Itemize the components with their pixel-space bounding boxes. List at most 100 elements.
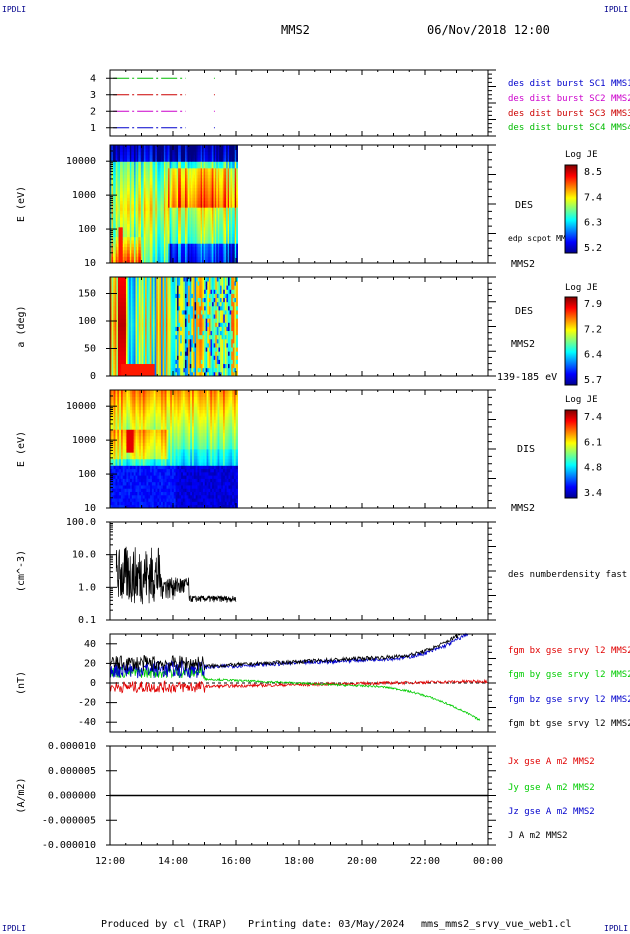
spectrogram-cell <box>162 256 165 261</box>
spectrogram-cell <box>137 314 140 319</box>
spectrogram-cell <box>154 293 157 299</box>
spectrogram-cell <box>144 240 146 244</box>
spectrogram-cell <box>112 246 115 251</box>
spectrogram-cell <box>194 330 197 336</box>
spectrogram-cell <box>111 194 114 198</box>
spectrogram-cell <box>110 174 112 179</box>
spectrogram-cell <box>178 223 180 228</box>
spectrogram-cell <box>173 301 176 307</box>
spectrogram-cell <box>117 256 119 261</box>
spectrogram-cell <box>129 246 132 251</box>
spectrogram-cell <box>145 246 148 251</box>
spectrogram-cell <box>167 297 170 303</box>
spectrogram-cell <box>181 318 184 323</box>
spectrogram-cell <box>162 210 165 215</box>
spectrogram-cell <box>127 207 129 211</box>
spectrogram-cell <box>125 326 128 332</box>
spectrogram-cell <box>223 200 226 205</box>
spectrogram-cell <box>145 330 148 336</box>
spectrogram-cell <box>199 314 202 319</box>
spectrogram-cell <box>181 301 184 307</box>
spectrogram-cell <box>144 246 146 251</box>
spectrogram-cell <box>183 334 186 340</box>
spectrogram-cell <box>119 314 122 319</box>
spectrogram-cell <box>220 343 223 348</box>
spectrogram-cell <box>166 220 169 225</box>
spectrogram-cell <box>113 334 116 340</box>
spectrogram-cell <box>182 253 185 257</box>
spectrogram-cell <box>164 351 167 356</box>
spectrogram-cell <box>138 223 141 228</box>
spectrogram-cell <box>112 145 115 149</box>
spectrogram-cell <box>185 184 187 189</box>
spectrogram-cell <box>119 197 122 202</box>
spectrogram-cell <box>170 259 173 264</box>
spectrogram-cell <box>111 240 114 244</box>
spectrogram-cell <box>119 210 122 215</box>
spectrogram-cell <box>145 318 148 323</box>
spectrogram-cell <box>223 236 226 241</box>
spectrogram-cell <box>169 171 172 175</box>
spectrogram-cell <box>134 233 136 238</box>
spectrogram-cell <box>212 190 214 195</box>
spectrogram-cell <box>202 181 204 185</box>
spectrogram-cell <box>138 233 141 238</box>
spectrogram-cell <box>196 167 199 172</box>
spectrogram-cell <box>155 161 158 166</box>
corner-mark-top-left: IPDLI <box>2 5 27 14</box>
spectrogram-cell <box>121 207 124 211</box>
spectrogram-cell <box>233 210 236 215</box>
spectrogram-cell <box>118 240 121 244</box>
spectrogram-cell <box>216 220 219 225</box>
spectrogram-cell <box>205 318 208 323</box>
spectrogram-cell <box>111 351 114 356</box>
spectrogram-cell <box>145 171 148 175</box>
spectrogram-cell <box>151 301 154 307</box>
spectrogram-cell <box>202 240 204 244</box>
spectrogram-cell <box>220 236 223 241</box>
spectrogram-cell <box>216 243 219 248</box>
spectrogram-cell <box>163 145 166 149</box>
spectrogram-cell <box>110 314 112 319</box>
spectrogram-cell <box>159 305 162 311</box>
spectrogram-cell <box>186 194 189 198</box>
spectrogram-cell <box>210 174 213 179</box>
spectrogram-cell <box>145 230 148 234</box>
spectrogram-cell <box>110 277 112 282</box>
spectrogram-cell <box>161 363 164 369</box>
spectrogram-cell <box>168 145 170 149</box>
spectrogram-cell <box>214 167 217 172</box>
spectrogram-cell <box>156 256 159 261</box>
cbar1-title: Log JE <box>565 150 598 160</box>
spectrogram-cell <box>213 164 216 169</box>
spectrogram-cell <box>199 210 202 215</box>
des-pitch-sublabel: MMS2 <box>511 339 536 350</box>
spectrogram-cell <box>176 240 179 244</box>
spectrogram-cell <box>169 220 172 225</box>
spectrogram-cell <box>115 174 118 179</box>
spectrogram-cell <box>212 220 214 225</box>
spectrogram-cell <box>173 314 176 319</box>
spectrogram-cell <box>172 347 175 352</box>
spectrogram-cell <box>230 256 233 261</box>
spectrogram-cell <box>115 236 118 241</box>
spectrogram-cell <box>119 233 122 238</box>
spectrogram-cell <box>146 338 149 344</box>
spectrogram-cell <box>162 347 165 352</box>
spectrogram-cell <box>189 310 192 315</box>
spectrogram-cell <box>128 233 131 238</box>
spectrogram-cell <box>204 190 207 195</box>
spectrogram-cell <box>117 301 120 307</box>
spectrogram-cell <box>141 338 144 344</box>
spectrogram-cell <box>112 204 115 208</box>
spectrogram-cell <box>233 240 236 244</box>
spectrogram-cell <box>200 246 203 251</box>
spectrogram-cell <box>162 200 165 205</box>
spectrogram-cell <box>128 164 131 169</box>
spectrogram-cell <box>210 343 213 348</box>
spectrogram-cell <box>118 161 121 166</box>
spectrogram-cell <box>178 207 180 211</box>
spectrogram-cell <box>152 151 155 156</box>
spectrogram-cell <box>116 330 119 336</box>
spectrogram-cell <box>233 151 236 156</box>
